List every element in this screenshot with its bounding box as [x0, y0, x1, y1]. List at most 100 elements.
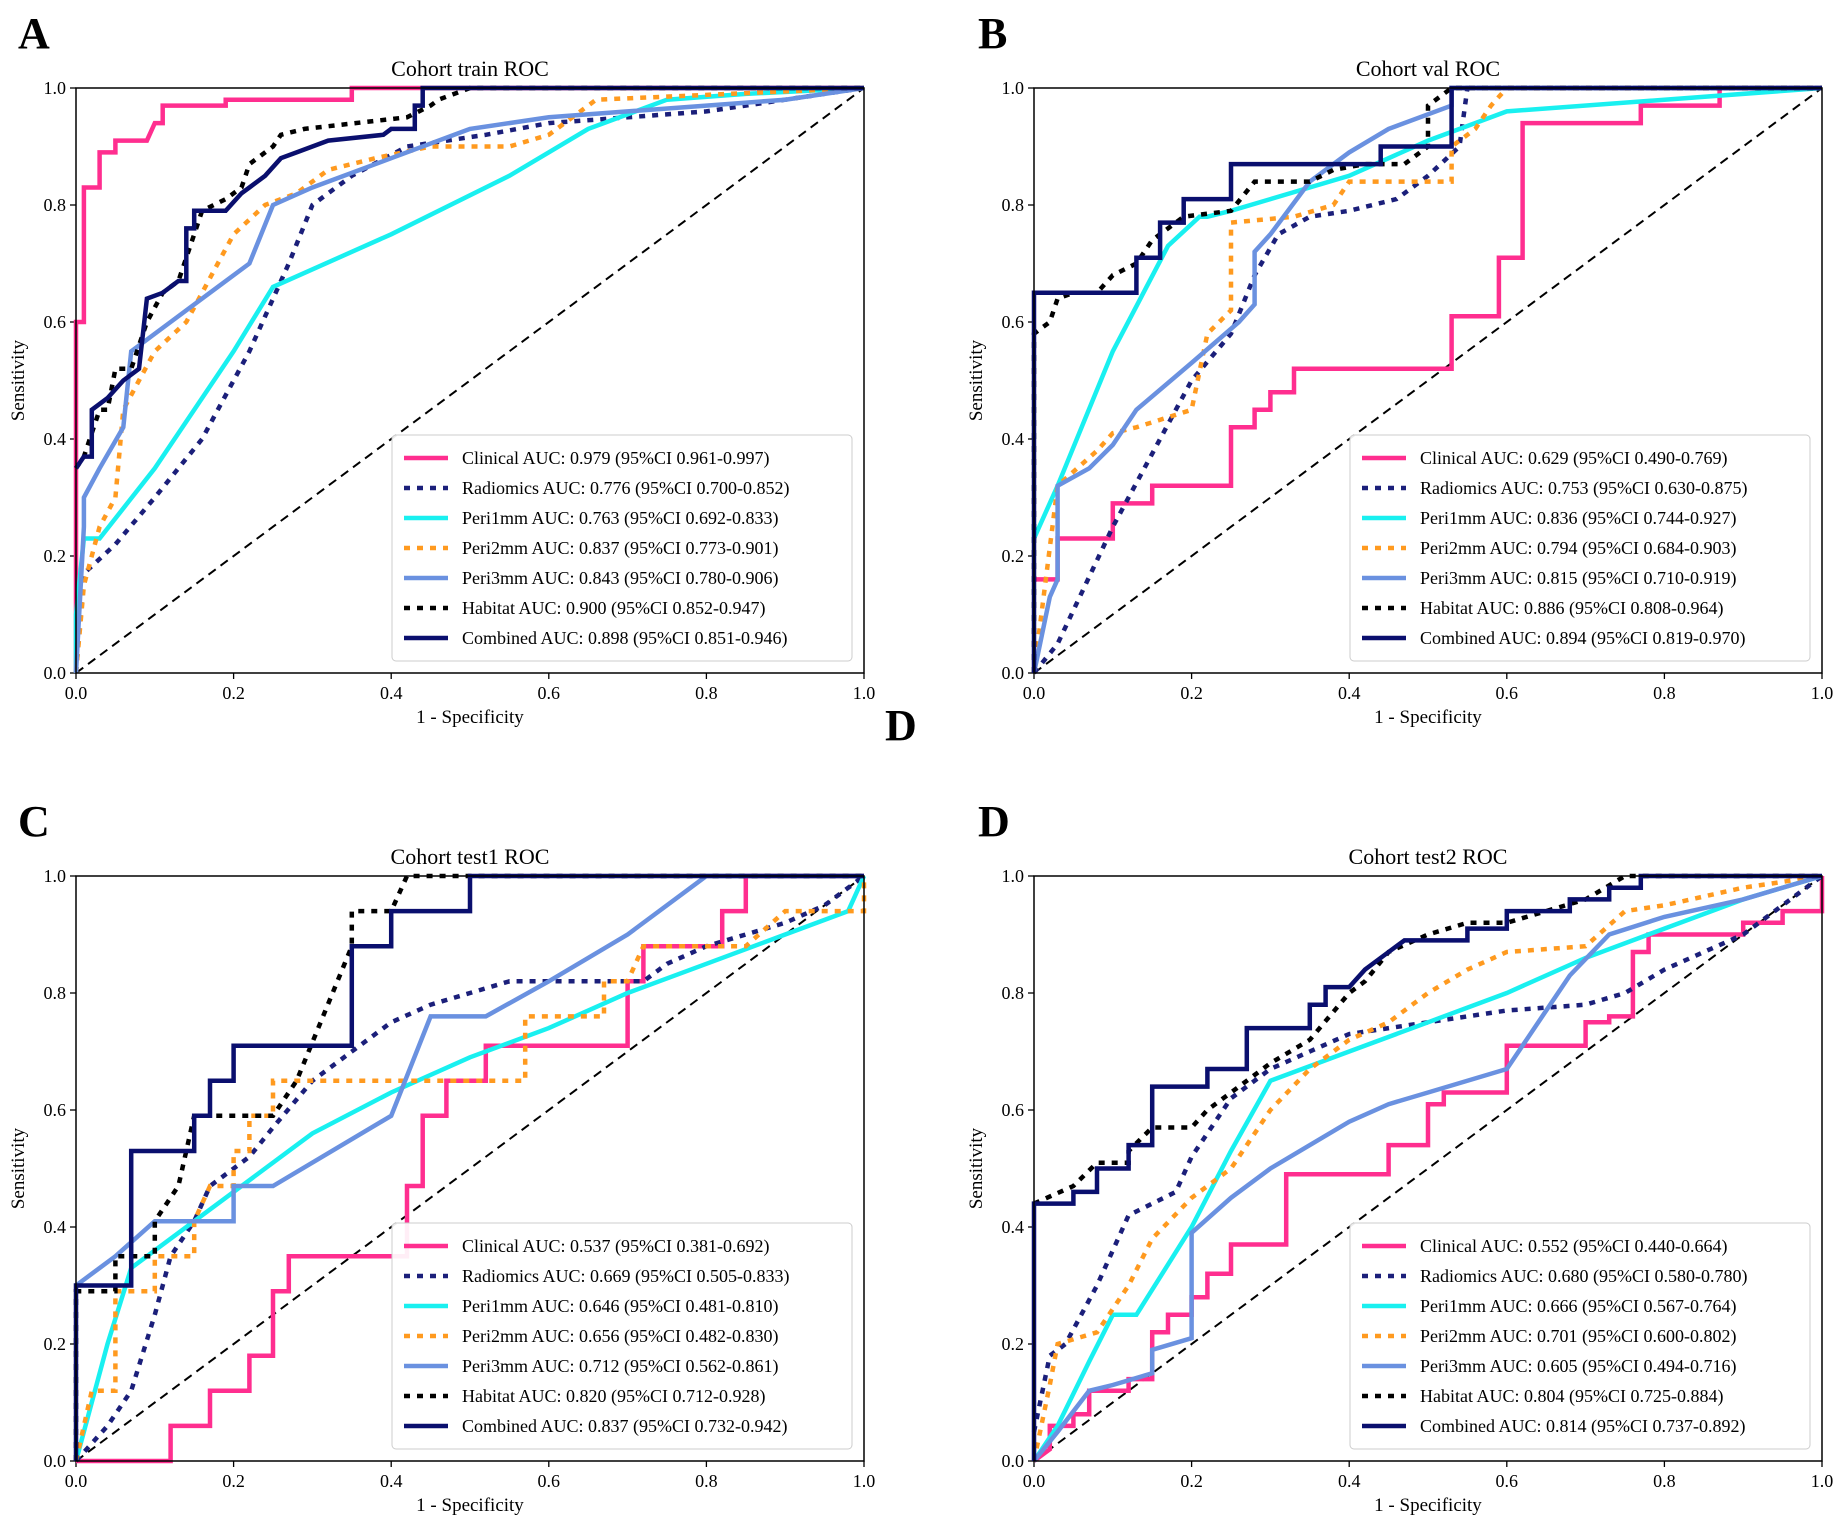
y-axis-label: Sensitivity	[966, 1127, 987, 1209]
legend: Clinical AUC: 0.552 (95%CI 0.440-0.664) R…	[1349, 1222, 1811, 1450]
y-tick-label: 0.4	[1002, 429, 1025, 449]
chance-line	[1033, 87, 1823, 674]
legend-label-peri1mm: Peri1mm AUC: 0.836 (95%CI 0.744-0.927)	[1420, 508, 1737, 529]
legend-label-radiomics: Radiomics AUC: 0.753 (95%CI 0.630-0.875)	[1420, 478, 1747, 499]
y-tick-label: 1.0	[1002, 866, 1025, 886]
legend-label-combined: Combined AUC: 0.814 (95%CI 0.737-0.892)	[1420, 1416, 1746, 1437]
panel-letter: B	[978, 9, 1007, 58]
roc-curve-clinical	[73, 85, 864, 673]
legend-label-peri1mm: Peri1mm AUC: 0.763 (95%CI 0.692-0.833)	[462, 508, 779, 529]
x-tick-label: 0.6	[1496, 1471, 1519, 1491]
y-tick-label: 0.4	[44, 429, 67, 449]
legend-label-clinical: Clinical AUC: 0.552 (95%CI 0.440-0.664)	[1420, 1236, 1727, 1257]
chance-line	[75, 875, 865, 1462]
legend-label-clinical: Clinical AUC: 0.629 (95%CI 0.490-0.769)	[1420, 448, 1727, 469]
panel-letter: A	[18, 9, 50, 58]
legend-label-radiomics: Radiomics AUC: 0.680 (95%CI 0.580-0.780)	[1420, 1266, 1747, 1287]
roc-curve-peri2mm	[73, 85, 865, 674]
roc-curve-peri1mm	[73, 875, 867, 1462]
roc-curve-peri2mm	[1031, 873, 1823, 1462]
chance-line	[75, 87, 865, 674]
roc-curve-radiomics	[73, 85, 865, 674]
roc-curve-combined	[74, 85, 864, 470]
y-tick-label: 0.2	[44, 1334, 67, 1354]
x-tick-label: 0.8	[1653, 683, 1676, 703]
legend-box	[391, 434, 853, 662]
x-axis-label: 1 - Specificity	[1374, 707, 1482, 728]
plot-frame	[1033, 875, 1823, 1462]
x-axis-label: 1 - Specificity	[416, 707, 524, 728]
y-tick-label: 0.0	[1002, 663, 1025, 683]
y-tick-label: 0.6	[1002, 312, 1025, 332]
y-tick-label: 0.0	[44, 663, 67, 683]
legend-box	[1349, 1222, 1811, 1450]
legend-label-peri2mm: Peri2mm AUC: 0.701 (95%CI 0.600-0.802)	[1420, 1326, 1737, 1347]
legend-label-clinical: Clinical AUC: 0.537 (95%CI 0.381-0.692)	[462, 1236, 769, 1257]
x-tick-label: 0.8	[695, 683, 718, 703]
roc-curve-clinical	[1034, 85, 1822, 582]
x-tick-label: 1.0	[1811, 683, 1834, 703]
roc-curve-radiomics	[1032, 85, 1822, 675]
legend-label-combined: Combined AUC: 0.898 (95%CI 0.851-0.946)	[462, 628, 788, 649]
y-tick-label: 0.2	[1002, 546, 1025, 566]
y-tick-label: 0.0	[44, 1451, 67, 1471]
legend: Clinical AUC: 0.629 (95%CI 0.490-0.769) R…	[1349, 434, 1811, 662]
roc-curve-peri3mm	[74, 873, 864, 1288]
roc-curve-peri2mm	[73, 876, 867, 1462]
legend-label-habitat: Habitat AUC: 0.804 (95%CI 0.725-0.884)	[1420, 1386, 1723, 1407]
x-tick-label: 0.2	[222, 1471, 245, 1491]
y-tick-label: 0.0	[1002, 1451, 1025, 1471]
x-axis-label: 1 - Specificity	[416, 1495, 524, 1516]
x-tick-label: 0.4	[1338, 1471, 1361, 1491]
x-tick-label: 0.0	[1023, 683, 1046, 703]
y-tick-label: 0.6	[1002, 1100, 1025, 1120]
roc-panel-a: A Cohort train ROC 0.0 0.2 0.4 0.6 0.8 1.0 0.0 0.…	[8, 9, 875, 728]
y-tick-label: 0.8	[1002, 195, 1025, 215]
x-tick-label: 0.6	[1496, 683, 1519, 703]
panel-letter: C	[18, 797, 50, 846]
legend: Clinical AUC: 0.979 (95%CI 0.961-0.997) R…	[391, 434, 853, 662]
plot-frame	[1033, 87, 1823, 674]
x-tick-label: 0.4	[380, 683, 403, 703]
legend-box	[1349, 434, 1811, 662]
y-tick-label: 0.4	[1002, 1217, 1025, 1237]
legend-label-peri3mm: Peri3mm AUC: 0.815 (95%CI 0.710-0.919)	[1420, 568, 1737, 589]
y-axis-label: Sensitivity	[8, 339, 29, 421]
roc-curve-peri3mm	[1032, 873, 1823, 1463]
y-tick-label: 0.8	[44, 983, 67, 1003]
roc-curve-combined	[73, 873, 864, 1461]
roc-curve-radiomics	[1031, 874, 1824, 1433]
y-tick-label: 0.6	[44, 1100, 67, 1120]
x-tick-label: 0.0	[1023, 1471, 1046, 1491]
roc-curve-combined	[1031, 85, 1822, 673]
x-tick-label: 0.0	[65, 1471, 88, 1491]
chart-title: Cohort test2 ROC	[1349, 844, 1508, 869]
x-tick-label: 0.2	[1180, 683, 1203, 703]
roc-curve-habitat	[74, 85, 864, 470]
x-tick-label: 0.6	[538, 683, 561, 703]
legend: Clinical AUC: 0.537 (95%CI 0.381-0.692) R…	[391, 1222, 853, 1450]
y-tick-label: 0.8	[1002, 983, 1025, 1003]
legend-box	[391, 1222, 853, 1450]
roc-curve-combined	[1031, 873, 1822, 1461]
y-tick-label: 0.8	[44, 195, 67, 215]
stray-panel-label: D	[885, 701, 917, 750]
roc-curve-peri3mm	[73, 85, 865, 674]
y-tick-label: 0.2	[1002, 1334, 1025, 1354]
legend-label-peri1mm: Peri1mm AUC: 0.646 (95%CI 0.481-0.810)	[462, 1296, 779, 1317]
legend-label-radiomics: Radiomics AUC: 0.776 (95%CI 0.700-0.852)	[462, 478, 789, 499]
y-tick-label: 1.0	[1002, 78, 1025, 98]
y-tick-label: 1.0	[44, 78, 67, 98]
roc-curve-peri1mm	[1032, 873, 1823, 1463]
y-axis-label: Sensitivity	[8, 1127, 29, 1209]
x-axis-label: 1 - Specificity	[1374, 1495, 1482, 1516]
x-tick-label: 0.8	[695, 1471, 718, 1491]
y-axis-label: Sensitivity	[966, 339, 987, 421]
legend-label-radiomics: Radiomics AUC: 0.669 (95%CI 0.505-0.833)	[462, 1266, 789, 1287]
plot-frame	[75, 87, 865, 674]
chart-title: Cohort test1 ROC	[391, 844, 550, 869]
legend-label-peri2mm: Peri2mm AUC: 0.656 (95%CI 0.482-0.830)	[462, 1326, 779, 1347]
legend-label-peri3mm: Peri3mm AUC: 0.605 (95%CI 0.494-0.716)	[1420, 1356, 1737, 1377]
x-tick-label: 0.8	[1653, 1471, 1676, 1491]
